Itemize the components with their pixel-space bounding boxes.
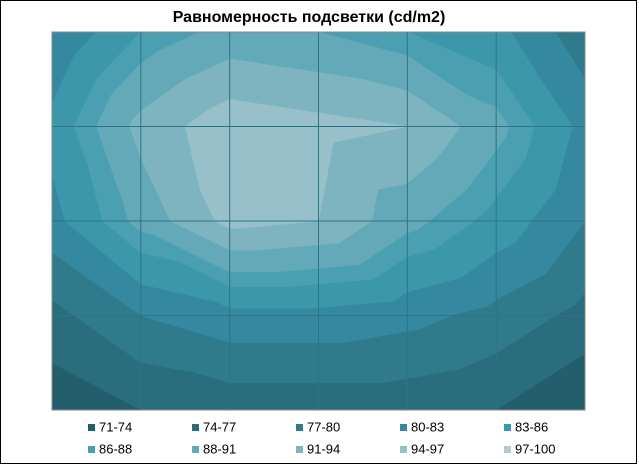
legend-swatch	[504, 424, 511, 431]
legend-label: 97-100	[515, 441, 555, 456]
contour-region	[229, 307, 320, 316]
legend: 71-74 74-77 77-80 80-83 83-86 86-88 88-91 91-94…	[88, 419, 555, 456]
legend-label: 83-86	[515, 419, 548, 434]
legend-swatch	[296, 446, 303, 453]
legend-swatch	[504, 446, 511, 453]
legend-swatch	[88, 424, 95, 431]
legend-label: 71-74	[99, 419, 132, 434]
legend-swatch	[296, 424, 303, 431]
legend-swatch	[400, 424, 407, 431]
legend-swatch	[192, 446, 199, 453]
plot-border	[51, 31, 586, 411]
legend-swatch	[192, 424, 199, 431]
legend-label: 94-97	[411, 441, 444, 456]
grid	[51, 31, 586, 411]
plot-area	[51, 31, 586, 411]
legend-swatch	[400, 446, 407, 453]
legend-label: 86-88	[99, 441, 132, 456]
legend-label: 74-77	[203, 419, 236, 434]
legend-label: 77-80	[307, 419, 340, 434]
legend-label: 91-94	[307, 441, 340, 456]
legend-swatch	[88, 446, 95, 453]
legend-label: 80-83	[411, 419, 444, 434]
legend-label: 88-91	[203, 441, 236, 456]
chart-title: Равномерность подсветки (cd/m2)	[173, 9, 446, 26]
